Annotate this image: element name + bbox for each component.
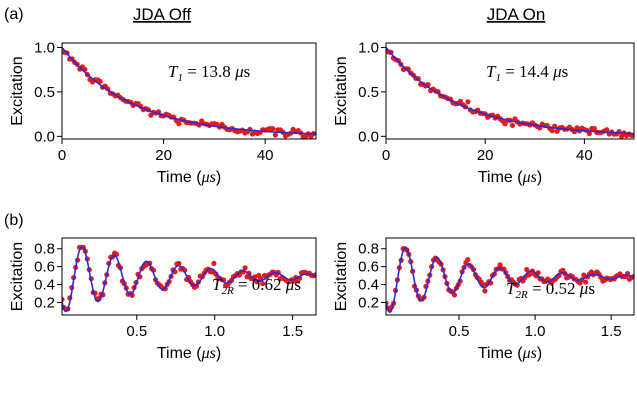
x-tick-label: 20 [477, 147, 494, 164]
panel-label-a: (a) [4, 6, 24, 23]
y-tick-label: 0.5 [358, 84, 379, 101]
y-tick-label: 0.5 [34, 84, 55, 101]
data-point [465, 257, 471, 263]
x-tick-label: 1.5 [601, 323, 622, 340]
y-tick-label: 0.0 [358, 128, 379, 145]
y-tick-label: 0.8 [358, 241, 379, 258]
chart-a-on: 0.0 0.5 1.0 0 20 40 Excitation Time (μs) T1 = 14… [333, 39, 635, 186]
x-axis-unit: μs [522, 345, 537, 362]
x-tick-label: 20 [155, 147, 172, 164]
data-point [524, 267, 530, 273]
y-tick-label: 0.4 [34, 277, 55, 294]
y-axis-label: Excitation [333, 242, 350, 311]
x-axis-label: Time (μs) [157, 345, 221, 362]
x-tick-label: 0 [58, 147, 66, 164]
y-tick-label: 0.2 [358, 294, 379, 311]
y-tick-label: 0.6 [358, 259, 379, 276]
fit-line [62, 246, 316, 313]
time-constant-annotation: T1 = 13.8 μs [168, 62, 250, 84]
data-point [270, 126, 276, 132]
panel-label-b: (b) [4, 212, 24, 229]
plot-area [62, 43, 316, 139]
data-point [549, 128, 555, 134]
y-tick-label: 0.0 [34, 128, 55, 145]
x-tick-label: 0 [382, 147, 390, 164]
fit-line [386, 247, 634, 314]
data-point [586, 130, 592, 137]
fit-line [62, 46, 316, 135]
data-point [260, 280, 266, 287]
x-axis-unit: μs [201, 345, 216, 362]
data-point [209, 269, 215, 275]
time-constant-annotation: T2R = 0.52 μs [506, 279, 595, 301]
data-point [176, 260, 182, 267]
x-tick-label: 40 [576, 147, 593, 164]
axes-frame [385, 237, 635, 316]
axes-frame [61, 42, 317, 140]
chart-b-on: 0.20.40.60.8 0.5 1.0 1.5 Excitation Time (μs)… [333, 237, 635, 362]
fit-line [386, 46, 634, 135]
y-tick-label: 1.0 [34, 39, 55, 56]
x-tick-label: 1.0 [525, 323, 546, 340]
x-tick-label: 1.5 [282, 323, 303, 340]
column-title-jda-off: JDA Off [133, 5, 192, 24]
data-point [176, 121, 182, 127]
x-axis-label: Time (μs) [157, 169, 221, 186]
x-axis-unit: μs [522, 169, 537, 186]
plot-area [62, 244, 316, 313]
data-point [162, 286, 168, 292]
x-tick-label: 40 [257, 147, 274, 164]
y-axis-label: Excitation [333, 56, 350, 125]
y-tick-label: 0.6 [34, 259, 55, 276]
x-tick-label: 0.5 [449, 323, 470, 340]
data-point [482, 288, 488, 294]
data-point [242, 265, 248, 271]
chart-a-off: 0.0 0.5 1.0 0 20 40 Excitation Time (μs) T1 = 13… [9, 39, 317, 186]
data-point [583, 279, 589, 285]
chart-b-off: 0.20.40.60.8 0.5 1.0 1.5 Excitation Time (μs)… [9, 237, 317, 362]
axes-frame [61, 237, 317, 316]
data-point [465, 99, 471, 105]
x-axis-label: Time (μs) [478, 345, 542, 362]
y-tick-label: 0.8 [34, 241, 55, 258]
plots: 0.0 0.5 1.0 0 20 40 Excitation Time (μs) T1 = 13… [9, 39, 635, 362]
data-point [591, 125, 597, 132]
time-constant-annotation: T1 = 14.4 μs [486, 62, 568, 84]
data-point [509, 122, 516, 128]
y-tick-label: 1.0 [358, 39, 379, 56]
data-point [497, 262, 503, 268]
x-axis-label: Time (μs) [478, 169, 542, 186]
x-axis-unit: μs [201, 169, 216, 186]
time-constant-annotation: T2R = 0.62 μs [212, 275, 301, 297]
y-axis-label: Excitation [9, 56, 26, 125]
data-point [451, 292, 458, 298]
plot-area [386, 246, 634, 314]
y-tick-label: 0.4 [358, 277, 379, 294]
x-tick-label: 0.5 [126, 323, 147, 340]
data-point [604, 127, 610, 133]
y-axis-label: Excitation [9, 242, 26, 311]
plot-area [386, 46, 634, 139]
data-point [97, 78, 103, 84]
data-point [62, 296, 65, 303]
axes-frame [385, 42, 635, 140]
x-tick-label: 1.0 [204, 323, 225, 340]
data-point [272, 132, 278, 138]
y-tick-label: 0.2 [34, 294, 55, 311]
data-point [211, 260, 217, 267]
column-title-jda-on: JDA On [487, 5, 546, 24]
